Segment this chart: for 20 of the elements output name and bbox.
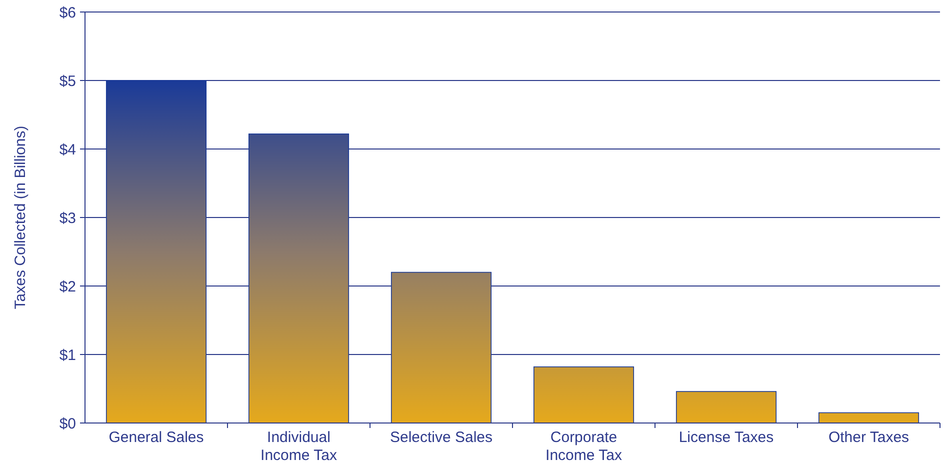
x-tick-label: License Taxes	[678, 429, 774, 446]
y-tick-label: $2	[59, 278, 76, 296]
y-tick-label: $0	[59, 415, 76, 432]
bar	[676, 391, 777, 424]
x-tick-label: Selective Sales	[390, 429, 493, 446]
y-axis-title: Taxes Collected (in Billions)	[12, 126, 29, 310]
x-tick-label: Individual Income Tax	[260, 429, 338, 464]
y-tick-label: $6	[59, 4, 76, 22]
bar	[390, 272, 492, 424]
bar	[106, 80, 207, 424]
y-tick-label: $4	[59, 141, 76, 158]
x-tick-label: Corporate Income Tax	[546, 429, 622, 464]
x-tick-label: General Sales	[108, 429, 204, 446]
y-tick-label: $5	[59, 72, 76, 90]
x-tick-label: Other Taxes	[828, 429, 910, 446]
bar	[818, 412, 920, 424]
y-tick-label: $3	[59, 210, 76, 227]
bar	[533, 366, 634, 424]
bar	[248, 134, 350, 424]
y-tick-label: $1	[59, 346, 76, 364]
